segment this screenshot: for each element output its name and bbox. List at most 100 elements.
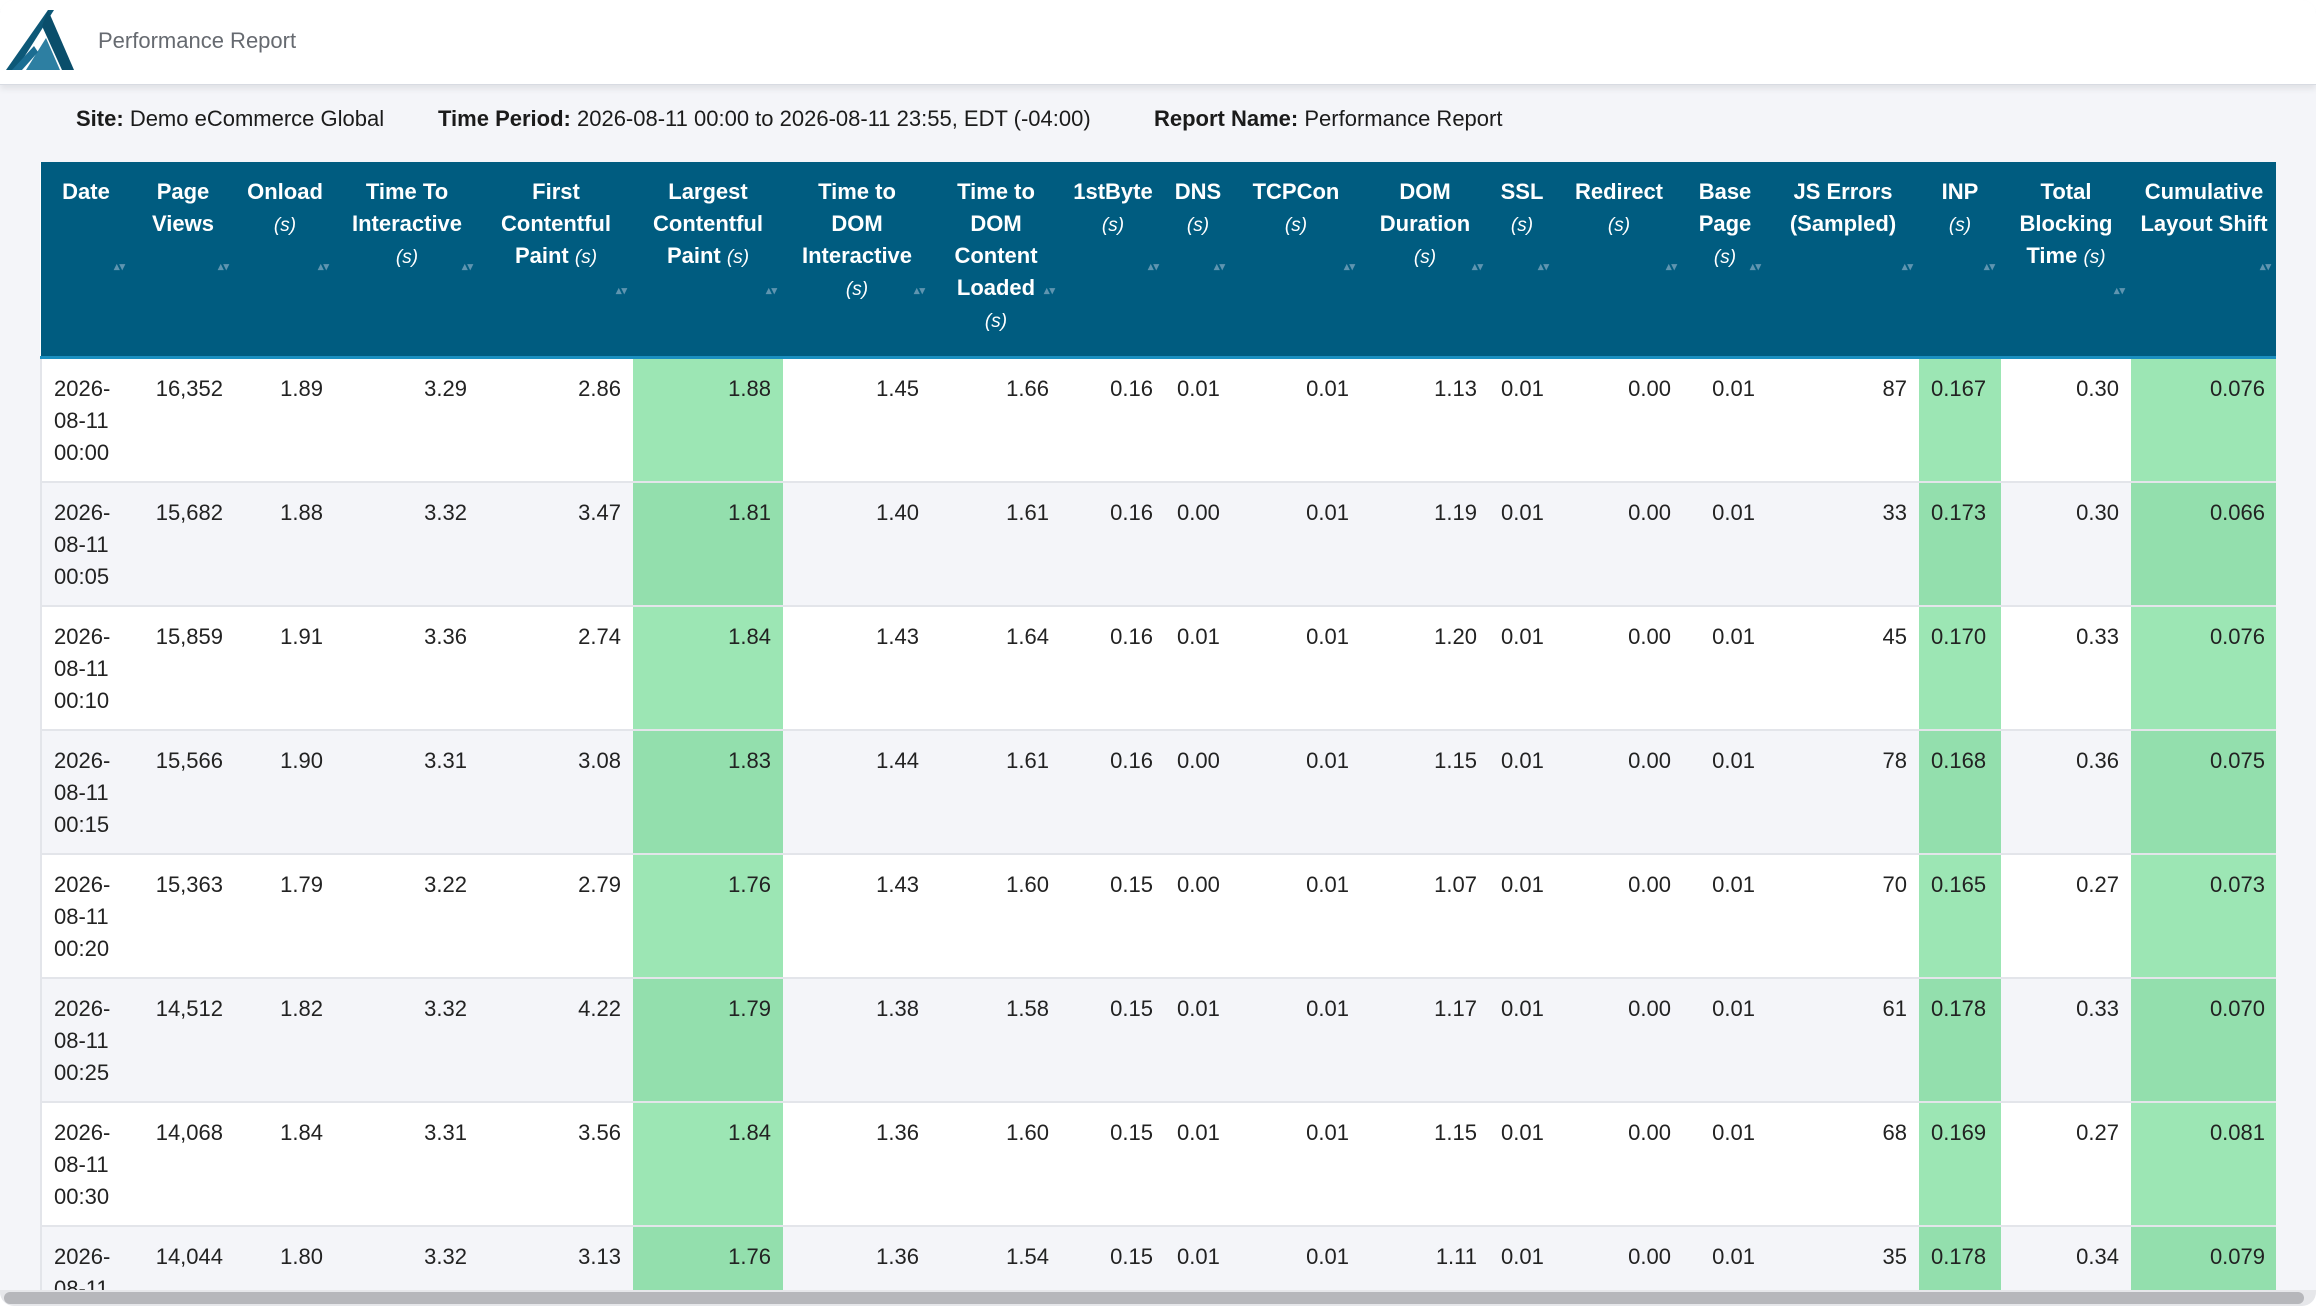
- cell-time-to-interactive: 3.31: [335, 1102, 479, 1227]
- column-header-text: Blocking: [2019, 211, 2113, 236]
- cell-inp: 0.167: [1919, 357, 2001, 483]
- horizontal-scrollbar-thumb[interactable]: [4, 1292, 2304, 1304]
- cell-tcpcon: 0.01: [1231, 606, 1361, 731]
- cell-ssl: 0.01: [1489, 854, 1555, 979]
- column-header-text: Content: [954, 243, 1038, 268]
- column-header-onload[interactable]: Onload (s) ▴▾: [235, 162, 335, 359]
- column-header-largest-contentful-paint[interactable]: Largest Contentful Paint (s) ▴▾: [633, 162, 783, 359]
- cell-redirect: 0.00: [1555, 854, 1683, 979]
- table-row[interactable]: 2026- 08-11 00:10 15,859 1.91 3.36 2.74 1.84 1.4…: [40, 606, 2276, 731]
- column-header-text: Layout Shift: [2140, 211, 2268, 236]
- column-header-page-views[interactable]: Page Views ▴▾: [131, 162, 235, 359]
- column-header-dom-duration[interactable]: DOM Duration (s) ▴▾: [1361, 162, 1489, 359]
- column-header-text: Page: [1698, 211, 1752, 236]
- column-header-total-blocking-time[interactable]: Total Blocking Time (s) ▴▾: [2001, 162, 2131, 359]
- cell-js-errors: 78: [1767, 730, 1919, 855]
- cell-date-part: 08-11: [54, 1028, 109, 1053]
- cell-date: 2026- 08-11 00:15: [40, 730, 131, 855]
- sort-arrows-icon[interactable]: ▴▾: [1043, 285, 1055, 297]
- cell-dom-duration: 1.15: [1361, 1102, 1489, 1227]
- cell-js-errors: 61: [1767, 978, 1919, 1103]
- cell-time-to-dom-content-loaded: 1.66: [931, 357, 1061, 483]
- cell-js-errors: 68: [1767, 1102, 1919, 1227]
- column-header-date[interactable]: Date ▴▾: [41, 162, 131, 359]
- table-row[interactable]: 2026- 08-11 00:05 15,682 1.88 3.32 3.47 1.81 1.4…: [40, 482, 2276, 607]
- cell-dns: 0.01: [1165, 606, 1231, 731]
- sort-arrows-icon[interactable]: ▴▾: [217, 261, 229, 273]
- column-unit: (s): [1713, 247, 1737, 268]
- sort-arrows-icon[interactable]: ▴▾: [113, 261, 125, 273]
- cell-time-to-interactive: 3.29: [335, 357, 479, 483]
- sort-arrows-icon[interactable]: ▴▾: [2259, 261, 2271, 273]
- cell-date-part: 00:05: [54, 564, 110, 589]
- sort-arrows-icon[interactable]: ▴▾: [1213, 261, 1225, 273]
- column-header-time-to-interactive[interactable]: Time To Interactive (s) ▴▾: [335, 162, 479, 359]
- table-row[interactable]: 2026- 08-11 00:30 14,068 1.84 3.31 3.56 1.84 1.3…: [40, 1102, 2276, 1227]
- cell-dom-duration: 1.17: [1361, 978, 1489, 1103]
- column-unit: (s): [726, 247, 750, 268]
- column-header-text: DNS: [1174, 179, 1222, 204]
- column-header-text: First: [532, 179, 580, 204]
- column-unit: (s): [1186, 215, 1210, 236]
- performance-table: Date ▴▾ Page Views ▴▾ Onload (s) ▴▾ Time To Inter…: [40, 162, 2276, 1290]
- cell-total-blocking-time: 0.34: [2001, 1226, 2131, 1290]
- table-row[interactable]: 2026- 08-11 14,044 1.80 3.32 3.13 1.76 1.36 1.54…: [40, 1226, 2276, 1290]
- column-header-text: 1stByte: [1073, 179, 1153, 204]
- table-row[interactable]: 2026- 08-11 00:25 14,512 1.82 3.32 4.22 1.79 1.3…: [40, 978, 2276, 1103]
- horizontal-scrollbar[interactable]: [0, 1290, 2316, 1306]
- column-header-text: DOM: [831, 211, 883, 236]
- column-unit: (s): [395, 247, 419, 268]
- sort-arrows-icon[interactable]: ▴▾: [1537, 261, 1549, 273]
- cell-dom-duration: 1.15: [1361, 730, 1489, 855]
- cell-time-to-dom-content-loaded: 1.60: [931, 1102, 1061, 1227]
- site-label: Site:: [76, 106, 124, 131]
- app-logo-icon[interactable]: [4, 8, 76, 72]
- column-header-tcpcon[interactable]: TCPCon (s) ▴▾: [1231, 162, 1361, 359]
- column-header-base-page[interactable]: Base Page (s) ▴▾: [1683, 162, 1767, 359]
- sort-arrows-icon[interactable]: ▴▾: [1471, 261, 1483, 273]
- column-header-text: Interactive: [801, 243, 913, 268]
- cell-date-part: 2026-: [54, 1244, 111, 1269]
- sort-arrows-icon[interactable]: ▴▾: [1147, 261, 1159, 273]
- cell-first-contentful-paint: 3.08: [479, 730, 633, 855]
- sort-arrows-icon[interactable]: ▴▾: [1665, 261, 1677, 273]
- column-header-cumulative-layout-shift[interactable]: Cumulative Layout Shift ▴▾: [2131, 162, 2276, 359]
- sort-arrows-icon[interactable]: ▴▾: [615, 285, 627, 297]
- column-header-first-byte[interactable]: 1stByte (s) ▴▾: [1061, 162, 1165, 359]
- cell-page-views: 15,363: [131, 854, 235, 979]
- column-header-text: TCPCon: [1252, 179, 1340, 204]
- cell-cumulative-layout-shift: 0.073: [2131, 854, 2276, 979]
- cell-dns: 0.00: [1165, 482, 1231, 607]
- table-row[interactable]: 2026- 08-11 00:15 15,566 1.90 3.31 3.08 1.83 1.4…: [40, 730, 2276, 855]
- column-header-text: SSL: [1500, 179, 1544, 204]
- cell-first-contentful-paint: 2.79: [479, 854, 633, 979]
- column-unit: (s): [1607, 215, 1631, 236]
- sort-arrows-icon[interactable]: ▴▾: [1983, 261, 1995, 273]
- sort-arrows-icon[interactable]: ▴▾: [913, 285, 925, 297]
- column-header-redirect[interactable]: Redirect (s) ▴▾: [1555, 162, 1683, 359]
- cell-time-to-interactive: 3.32: [335, 1226, 479, 1290]
- column-header-text: (Sampled): [1789, 211, 1897, 236]
- column-header-ssl[interactable]: SSL (s) ▴▾: [1489, 162, 1555, 359]
- column-header-first-contentful-paint[interactable]: First Contentful Paint (s) ▴▾: [479, 162, 633, 359]
- cell-dom-duration: 1.11: [1361, 1226, 1489, 1290]
- sort-arrows-icon[interactable]: ▴▾: [765, 285, 777, 297]
- table-row[interactable]: 2026- 08-11 00:00 16,352 1.89 3.29 2.86 1.88 1.4…: [40, 357, 2276, 483]
- cell-dns: 0.00: [1165, 730, 1231, 855]
- sort-arrows-icon[interactable]: ▴▾: [1749, 261, 1761, 273]
- cell-date-part: 08-11: [54, 656, 109, 681]
- sort-arrows-icon[interactable]: ▴▾: [317, 261, 329, 273]
- sort-arrows-icon[interactable]: ▴▾: [1901, 261, 1913, 273]
- time-period-label: Time Period:: [438, 106, 571, 131]
- performance-table-container[interactable]: Date ▴▾ Page Views ▴▾ Onload (s) ▴▾ Time To Inter…: [40, 162, 2276, 1290]
- sort-arrows-icon[interactable]: ▴▾: [2113, 285, 2125, 297]
- column-header-time-to-dom-content-loaded[interactable]: Time to DOM Content Loaded (s) ▴▾: [931, 162, 1061, 359]
- column-header-dns[interactable]: DNS (s) ▴▾: [1165, 162, 1231, 359]
- column-header-text: Interactive: [351, 211, 463, 236]
- sort-arrows-icon[interactable]: ▴▾: [1343, 261, 1355, 273]
- column-header-js-errors[interactable]: JS Errors (Sampled) ▴▾: [1767, 162, 1919, 359]
- column-header-inp[interactable]: INP (s) ▴▾: [1919, 162, 2001, 359]
- column-header-time-to-dom-interactive[interactable]: Time to DOM Interactive (s) ▴▾: [783, 162, 931, 359]
- table-row[interactable]: 2026- 08-11 00:20 15,363 1.79 3.22 2.79 1.76 1.4…: [40, 854, 2276, 979]
- sort-arrows-icon[interactable]: ▴▾: [461, 261, 473, 273]
